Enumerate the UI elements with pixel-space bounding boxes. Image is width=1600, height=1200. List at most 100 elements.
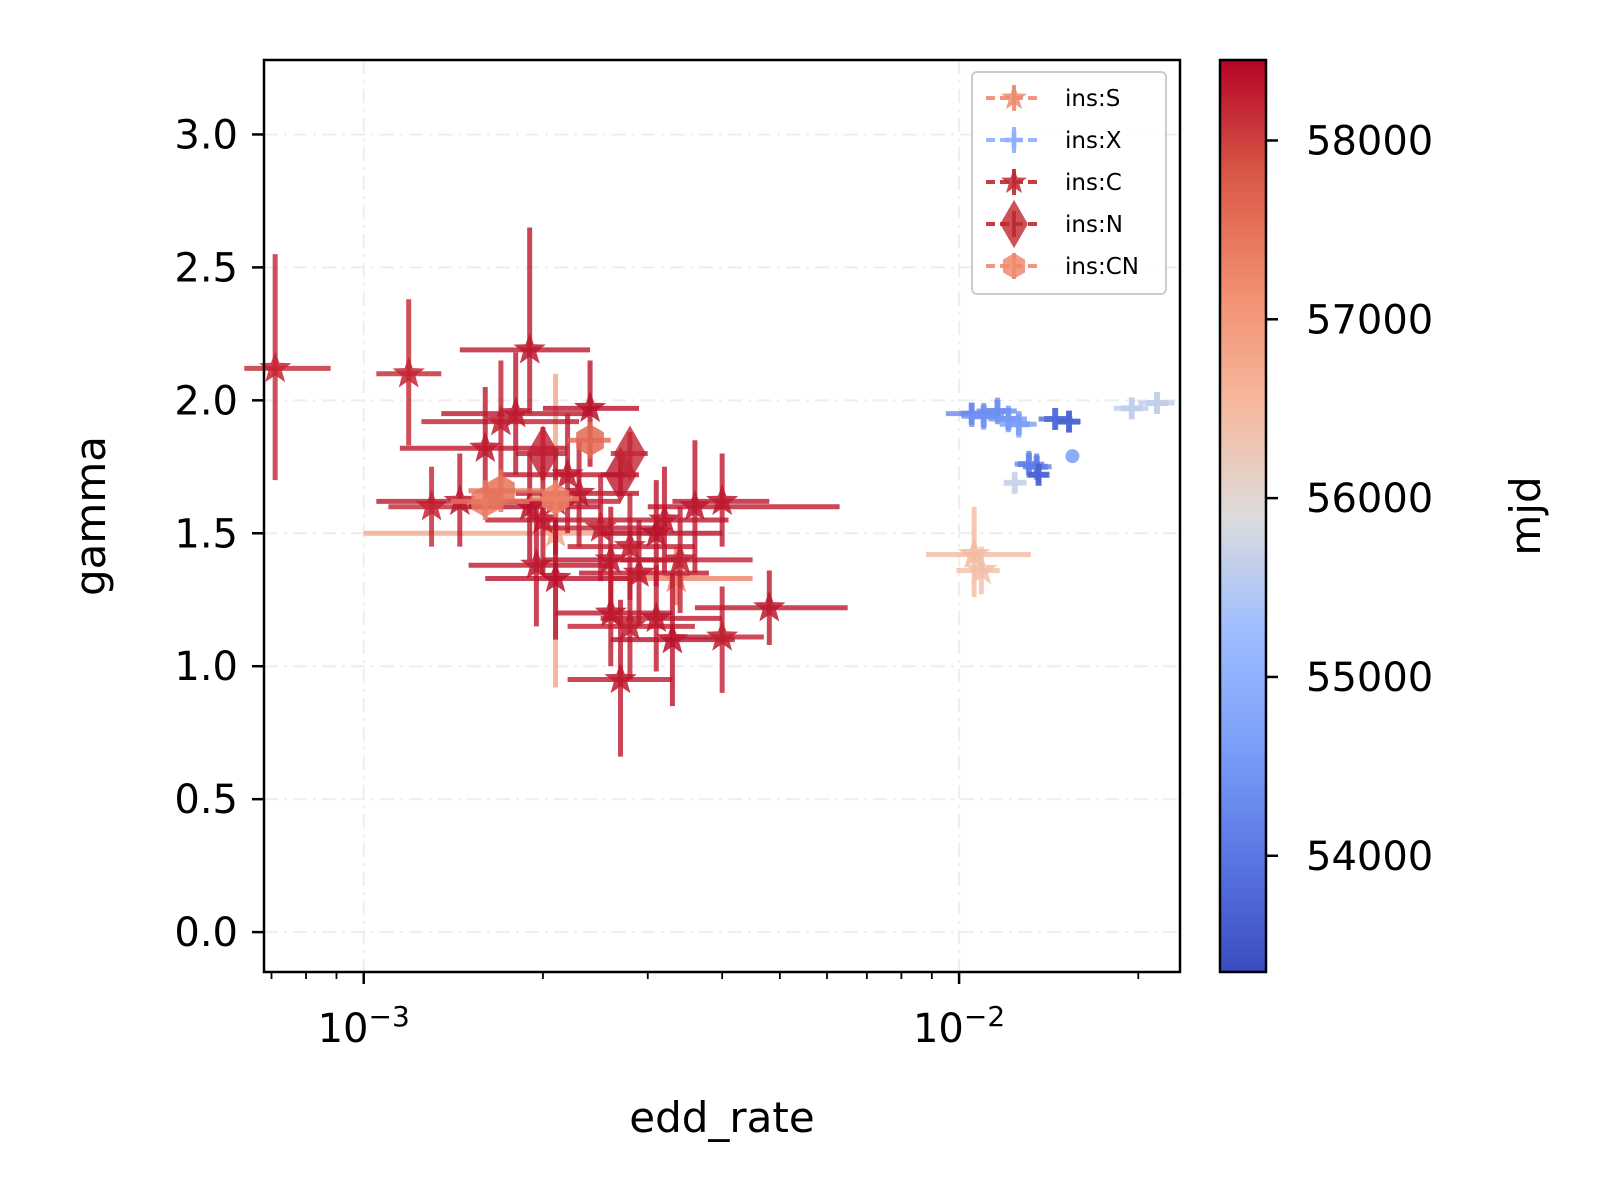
marker-star [965, 553, 998, 585]
marker-star [513, 489, 546, 521]
data-point [1003, 471, 1027, 494]
data-point [1065, 449, 1080, 464]
marker-plus [1146, 391, 1168, 414]
marker-star [499, 396, 532, 428]
series-ins-x [945, 391, 1175, 494]
legend-entry: ins:C [986, 168, 1122, 196]
data-point [485, 519, 630, 640]
y-tick-label: 3.0 [174, 112, 238, 158]
marker-star [594, 596, 627, 627]
series-ins-cn [450, 421, 611, 520]
data-point [1113, 397, 1149, 420]
data-point [999, 410, 1037, 438]
marker-star [613, 529, 647, 561]
x-tick-base: 10 [318, 1006, 369, 1052]
marker-star [573, 391, 607, 423]
plot-markers [244, 227, 1175, 757]
data-point [694, 570, 848, 645]
legend-entry: ins:N [986, 199, 1123, 249]
series-ins-n [515, 425, 648, 503]
x-tick-exponent: −2 [964, 1000, 1005, 1033]
x-tick-label: 10−3 [318, 1000, 410, 1052]
legend-label: ins:N [1065, 212, 1123, 238]
marker-diamond [526, 425, 560, 482]
x-axis-label: edd_rate [629, 1093, 814, 1142]
legend-label: ins:S [1065, 86, 1120, 112]
y-tick-label: 0.0 [174, 910, 238, 956]
marker-plus [1058, 410, 1081, 433]
marker-hexagon [576, 424, 604, 457]
marker-hexagon [487, 474, 515, 507]
data-point [1056, 410, 1081, 433]
colorbar-tick-label: 54000 [1306, 834, 1433, 880]
marker-star [469, 431, 502, 462]
marker-star [594, 542, 627, 574]
marker-star [604, 662, 637, 694]
data-point [620, 506, 753, 614]
y-tick-label: 2.5 [174, 245, 238, 291]
data-point [926, 506, 1031, 598]
data-point [485, 466, 611, 574]
legend-label: ins:X [1065, 128, 1122, 154]
marker-star [392, 356, 425, 388]
y-axis: 0.0 0.5 1.0 1.5 2.0 2.5 3.0 [174, 112, 264, 956]
colorbar-tick-label: 56000 [1306, 476, 1433, 522]
data-point [376, 299, 442, 446]
marker-plus [1003, 471, 1026, 494]
marker-plus [1007, 413, 1030, 436]
marker-star [958, 537, 991, 569]
y-tick-label: 1.0 [174, 644, 238, 690]
data-point [567, 599, 673, 757]
legend-entry: ins:X [986, 127, 1122, 154]
marker-star [526, 503, 560, 534]
data-point [1038, 407, 1073, 430]
data-point [1138, 391, 1175, 414]
y-tick-label: 2.0 [174, 378, 238, 424]
marker-star [584, 511, 617, 542]
marker-star [520, 548, 553, 579]
legend-marker [1001, 84, 1027, 109]
colorbar-ticks: 54000 55000 56000 57000 58000 [1266, 118, 1433, 880]
marker-plus [1065, 449, 1080, 464]
legend-entry: ins:CN [986, 253, 1139, 280]
marker-star [640, 601, 673, 633]
marker-star [562, 476, 596, 508]
marker-star [539, 561, 572, 593]
marker-star [622, 556, 656, 587]
data-point [956, 546, 1000, 595]
marker-diamond [613, 425, 647, 482]
legend-marker [1005, 131, 1023, 149]
data-point [468, 506, 611, 627]
marker-star [660, 561, 693, 593]
marker-star [551, 457, 584, 489]
legend-label: ins:C [1065, 170, 1122, 196]
legend: ins:S ins:X ins:C ins:N ins:CN [971, 71, 1167, 295]
colorbar-tick-label: 55000 [1306, 655, 1433, 701]
colorbar-label: mjd [1501, 476, 1550, 555]
colorbar [1218, 58, 1268, 974]
legend-marker [1000, 199, 1028, 249]
marker-star [415, 489, 448, 521]
marker-star [613, 609, 647, 641]
marker-hexagon [541, 482, 570, 515]
marker-star [648, 503, 681, 534]
marker-plus [1027, 463, 1050, 486]
data-point [672, 453, 770, 547]
data-point [1027, 463, 1050, 486]
y-tick-label: 0.5 [174, 777, 238, 823]
y-tick-label: 1.5 [174, 511, 238, 557]
marker-star [513, 332, 546, 364]
data-point [468, 469, 543, 513]
data-point [459, 227, 591, 414]
marker-star [484, 404, 518, 436]
x-tick-base: 10 [913, 1006, 964, 1052]
legend-marker [1002, 253, 1026, 279]
legend-marker [1001, 168, 1027, 193]
marker-star [706, 484, 739, 516]
legend-box [971, 71, 1167, 295]
y-axis-label: gamma [66, 436, 115, 596]
marker-plus [1120, 397, 1143, 420]
data-point [421, 360, 580, 481]
marker-star [664, 542, 697, 574]
